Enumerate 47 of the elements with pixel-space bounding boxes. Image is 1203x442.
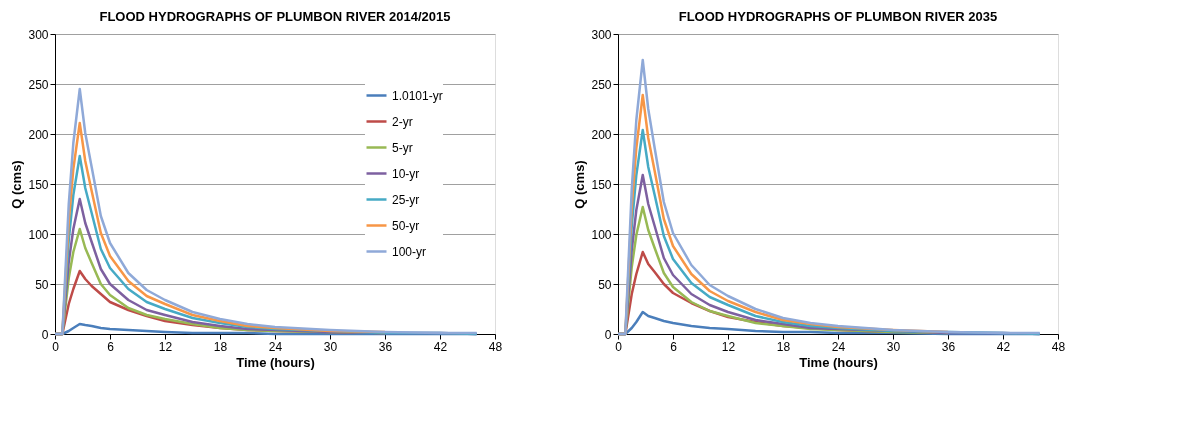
- x-tick-label: 24: [831, 339, 846, 354]
- x-tick-label: 24: [268, 339, 283, 354]
- chart-title: FLOOD HYDROGRAPHS OF PLUMBON RIVER 2014/2015: [99, 9, 451, 24]
- line-series: [53, 87, 478, 336]
- y-axis-title: Q (cms): [572, 160, 588, 209]
- x-tick-label: 48: [488, 339, 503, 354]
- x-tick-label: 6: [670, 339, 678, 354]
- y-tick-label: 300: [591, 27, 612, 42]
- legend-label: 5-yr: [392, 140, 413, 155]
- x-tick-label: 12: [721, 339, 736, 354]
- x-tick-label: 12: [158, 339, 173, 354]
- y-axis-title: Q (cms): [9, 160, 25, 209]
- y-tick-label: 50: [35, 277, 49, 292]
- line-series: [616, 58, 1041, 336]
- x-tick-label: 0: [52, 339, 60, 354]
- y-tick-label: 50: [598, 277, 612, 292]
- x-tick-label: 42: [996, 339, 1011, 354]
- legend-label: 50-yr: [392, 218, 420, 233]
- legend-label: 10-yr: [392, 166, 420, 181]
- y-tick-label: 100: [591, 227, 612, 242]
- x-axis-title: Time (hours): [799, 354, 878, 370]
- y-tick-label: 0: [41, 327, 49, 342]
- y-tick-label: 200: [591, 127, 612, 142]
- x-tick-label: 18: [776, 339, 791, 354]
- y-tick-label: 250: [591, 77, 612, 92]
- y-tick-label: 100: [28, 227, 49, 242]
- x-tick-label: 0: [615, 339, 623, 354]
- x-tick-label: 6: [107, 339, 115, 354]
- chart-title: FLOOD HYDROGRAPHS OF PLUMBON RIVER 2035: [678, 9, 998, 24]
- x-tick-label: 30: [886, 339, 901, 354]
- x-tick-label: 18: [213, 339, 228, 354]
- y-tick-label: 300: [28, 27, 49, 42]
- legend-label: 100-yr: [392, 244, 427, 259]
- x-tick-label: 30: [323, 339, 338, 354]
- x-tick-label: 42: [433, 339, 448, 354]
- y-tick-label: 250: [28, 77, 49, 92]
- legend-label: 25-yr: [392, 192, 420, 207]
- x-axis-title: Time (hours): [236, 354, 315, 370]
- x-tick-label: 36: [941, 339, 956, 354]
- x-tick-label: 48: [1051, 339, 1066, 354]
- legend-label: 2-yr: [392, 114, 413, 129]
- y-tick-label: 150: [28, 177, 49, 192]
- legend-label: 1.0101-yr: [392, 88, 443, 103]
- y-tick-label: 0: [604, 327, 612, 342]
- y-tick-label: 150: [591, 177, 612, 192]
- x-tick-label: 36: [378, 339, 393, 354]
- y-tick-label: 200: [28, 127, 49, 142]
